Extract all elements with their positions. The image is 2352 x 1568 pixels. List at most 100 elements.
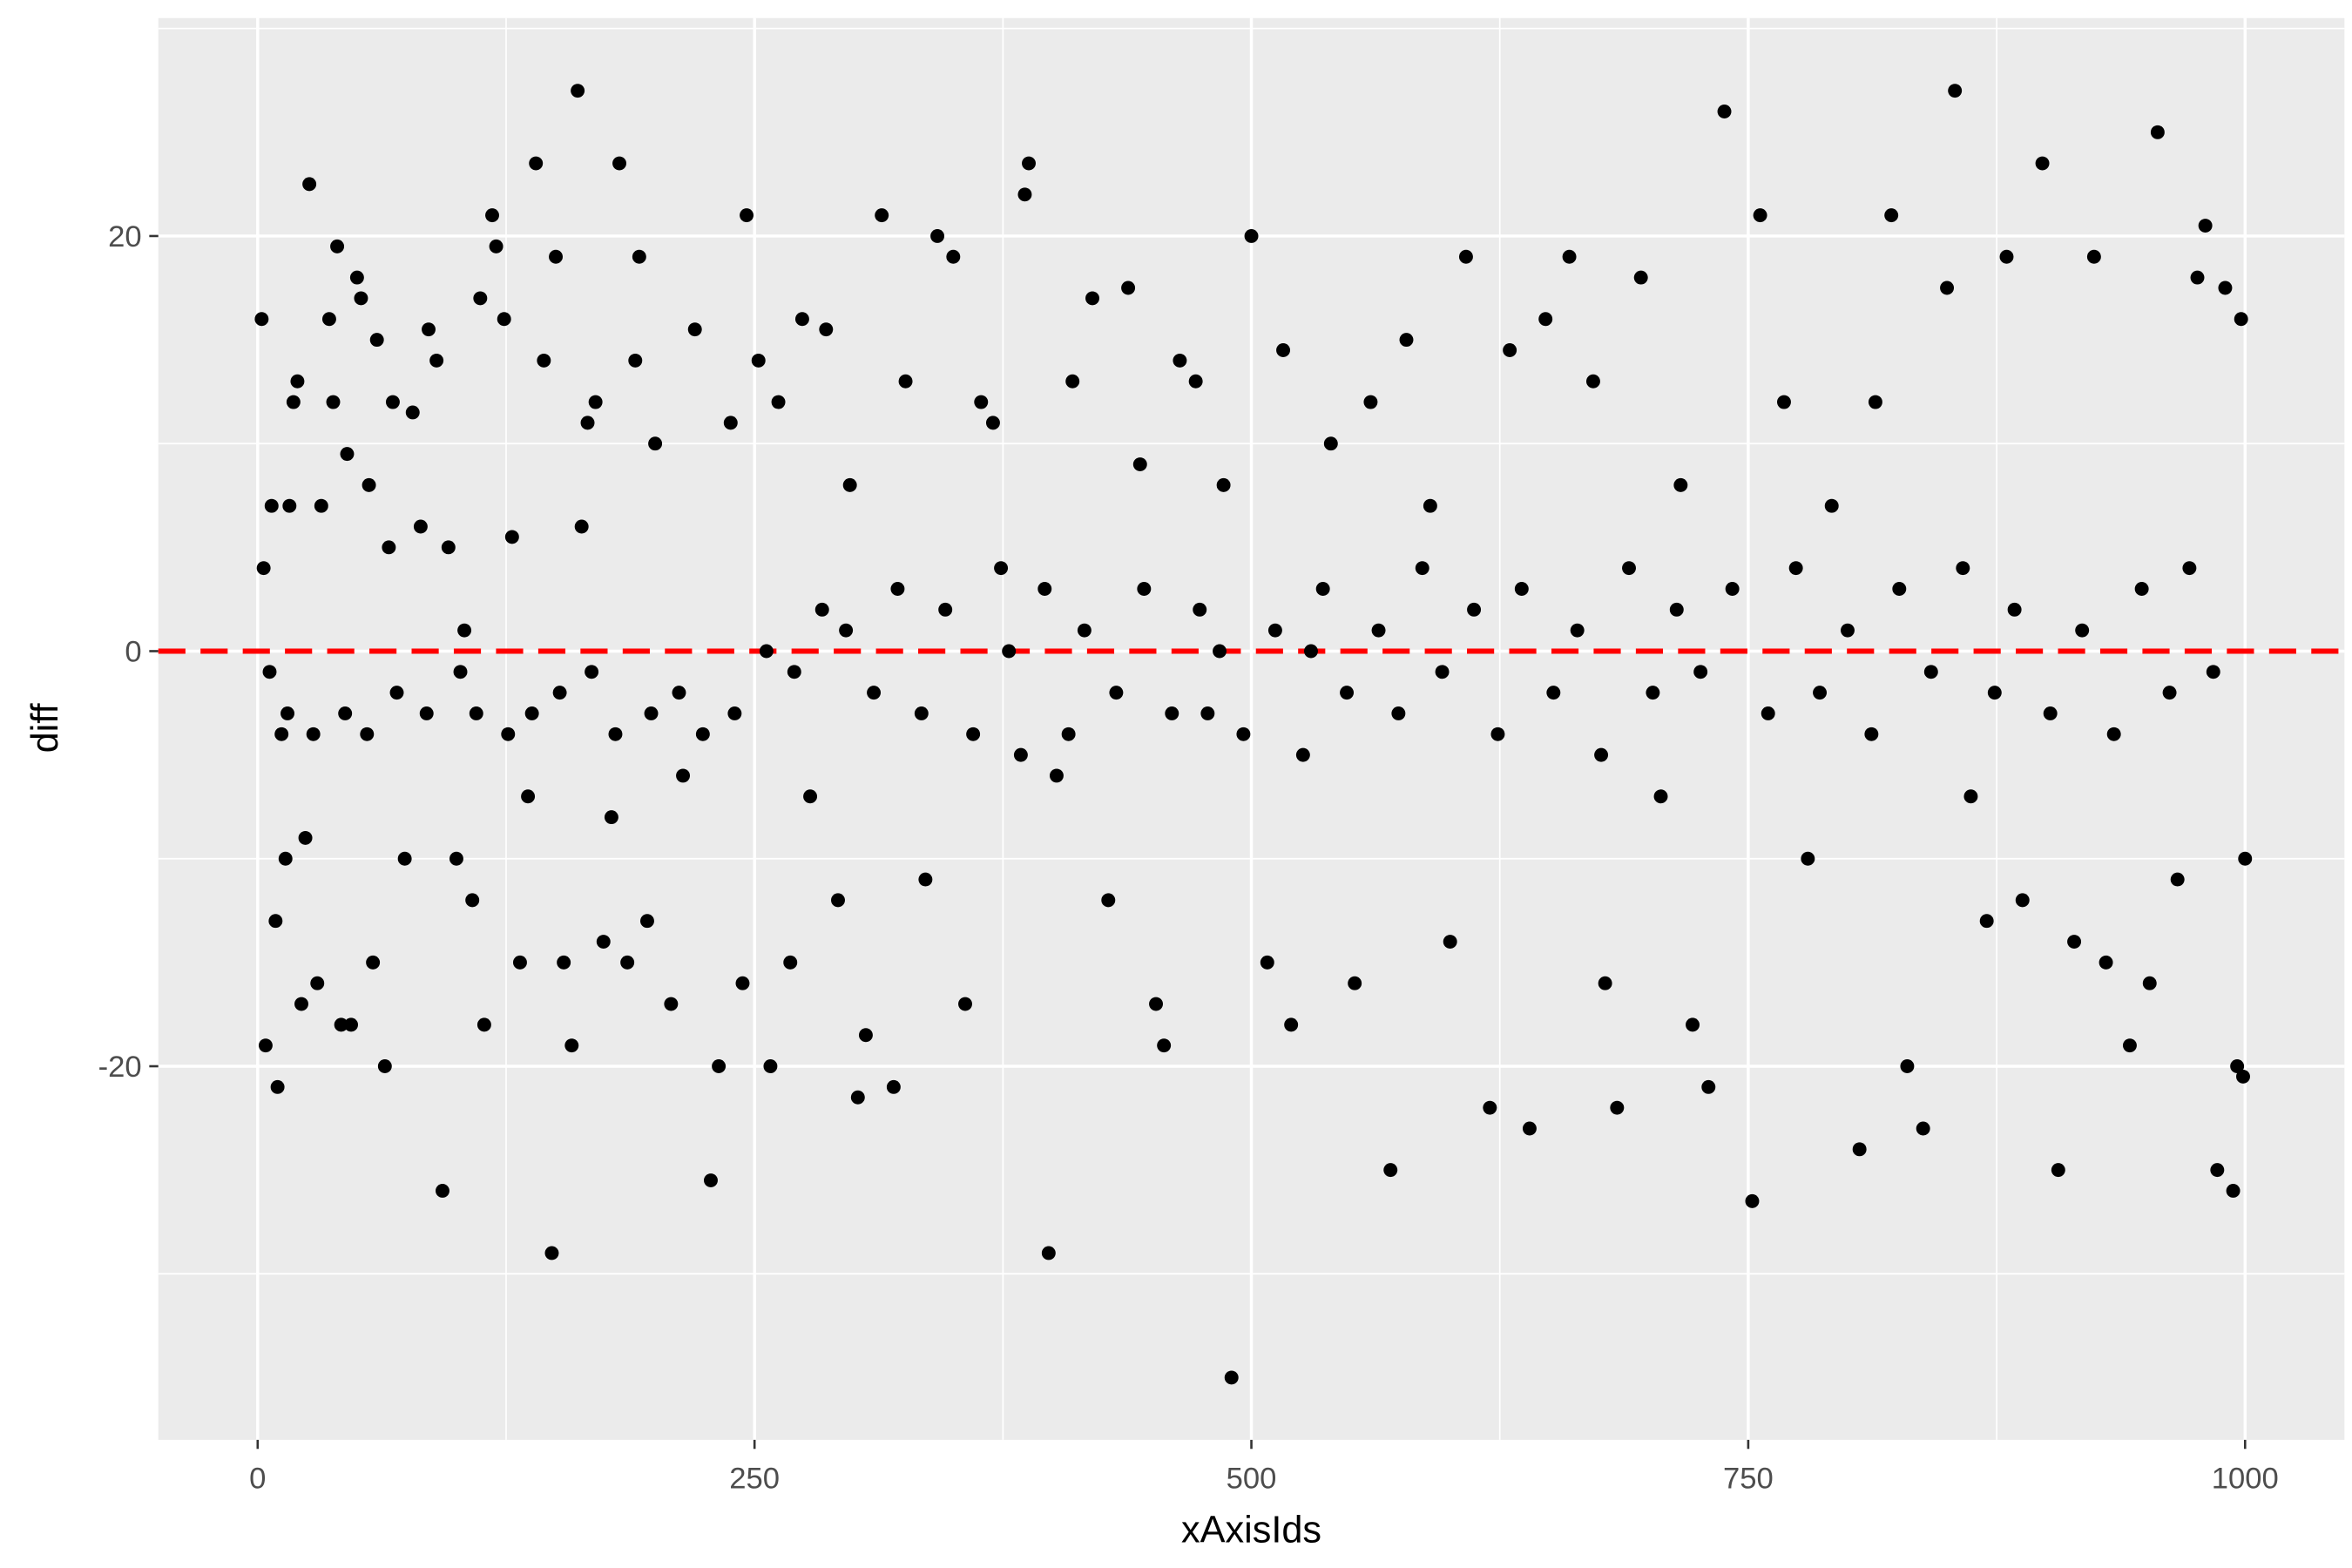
data-point <box>258 1038 273 1053</box>
x-tick-labels: 0 250 500 750 1000 <box>249 1462 2279 1495</box>
data-point <box>457 623 472 638</box>
data-point <box>1987 686 2002 700</box>
data-point <box>549 249 563 264</box>
data-point <box>552 686 567 700</box>
data-point <box>1725 582 1740 596</box>
data-point <box>286 395 301 409</box>
y-axis-label: diff <box>24 703 66 754</box>
data-point <box>890 582 905 596</box>
data-point <box>1467 602 1482 617</box>
data-point <box>557 955 571 970</box>
data-point <box>1701 1079 1716 1094</box>
data-point <box>930 228 945 243</box>
data-point <box>604 810 618 825</box>
data-point <box>326 395 341 409</box>
data-point <box>1864 727 1879 741</box>
data-point <box>580 416 595 430</box>
data-point <box>1193 602 1207 617</box>
data-point <box>1653 789 1668 804</box>
data-point <box>1101 893 1116 908</box>
data-point <box>1841 623 1855 638</box>
data-point <box>1868 395 1882 409</box>
data-point <box>2182 561 2197 576</box>
data-point <box>875 208 889 223</box>
data-point <box>1267 623 1282 638</box>
data-point <box>974 395 989 409</box>
data-point <box>1085 291 1099 306</box>
data-point <box>306 727 321 741</box>
data-point <box>644 706 659 720</box>
data-point <box>1999 249 2014 264</box>
data-point <box>1157 1038 1172 1053</box>
data-point <box>1801 851 1815 866</box>
data-point <box>298 830 313 845</box>
data-point <box>1340 686 1355 700</box>
data-point <box>596 935 611 950</box>
data-point <box>918 872 933 887</box>
data-point <box>938 602 953 617</box>
data-point <box>1538 312 1553 327</box>
data-point <box>1013 747 1028 762</box>
data-point <box>1002 644 1017 659</box>
data-point <box>419 706 434 720</box>
data-point <box>819 322 834 337</box>
data-point <box>524 706 539 720</box>
data-point <box>1824 498 1839 513</box>
data-point <box>1562 249 1577 264</box>
data-point <box>449 851 463 866</box>
data-point <box>867 686 882 700</box>
data-point <box>574 519 589 534</box>
data-point <box>282 498 297 513</box>
data-point <box>759 644 774 659</box>
data-point <box>1522 1121 1537 1136</box>
x-tick-label: 500 <box>1227 1462 1277 1495</box>
data-point <box>397 851 412 866</box>
data-point <box>1813 686 1827 700</box>
data-point <box>771 395 786 409</box>
data-point <box>839 623 854 638</box>
data-point <box>501 727 516 741</box>
data-point <box>2051 1163 2065 1178</box>
data-point <box>1745 1193 1760 1208</box>
data-point <box>330 239 345 253</box>
data-point <box>1503 343 1517 357</box>
data-point <box>1594 747 1609 762</box>
data-point <box>831 893 845 908</box>
y-tick-label: 20 <box>108 220 142 253</box>
data-point <box>1276 343 1291 357</box>
data-point <box>966 727 981 741</box>
data-point <box>695 727 710 741</box>
data-point <box>1963 789 1978 804</box>
data-point <box>1852 1142 1867 1157</box>
data-point <box>985 416 1000 430</box>
data-point <box>1435 665 1450 679</box>
data-point <box>2142 976 2157 990</box>
data-point <box>489 239 504 253</box>
data-point <box>1673 477 1688 492</box>
data-point <box>648 436 663 451</box>
data-point <box>751 353 766 368</box>
data-point <box>354 291 368 306</box>
data-point <box>1216 477 1231 492</box>
y-tick-label: 0 <box>125 636 141 669</box>
data-point <box>1304 644 1318 659</box>
data-point <box>453 665 468 679</box>
data-point <box>369 333 384 348</box>
data-point <box>389 686 404 700</box>
data-point <box>712 1059 727 1073</box>
data-point <box>687 322 702 337</box>
data-point <box>1753 208 1767 223</box>
data-point <box>914 706 929 720</box>
data-point <box>640 914 654 929</box>
data-point <box>2035 156 2050 171</box>
data-point <box>360 727 375 741</box>
data-point <box>1137 582 1152 596</box>
data-point <box>704 1173 718 1188</box>
x-axis-label: xAxisIds <box>1181 1510 1321 1551</box>
data-point <box>1693 665 1708 679</box>
data-point <box>1415 561 1429 576</box>
data-point <box>1295 747 1310 762</box>
data-point <box>1884 208 1899 223</box>
data-point <box>2106 727 2121 741</box>
